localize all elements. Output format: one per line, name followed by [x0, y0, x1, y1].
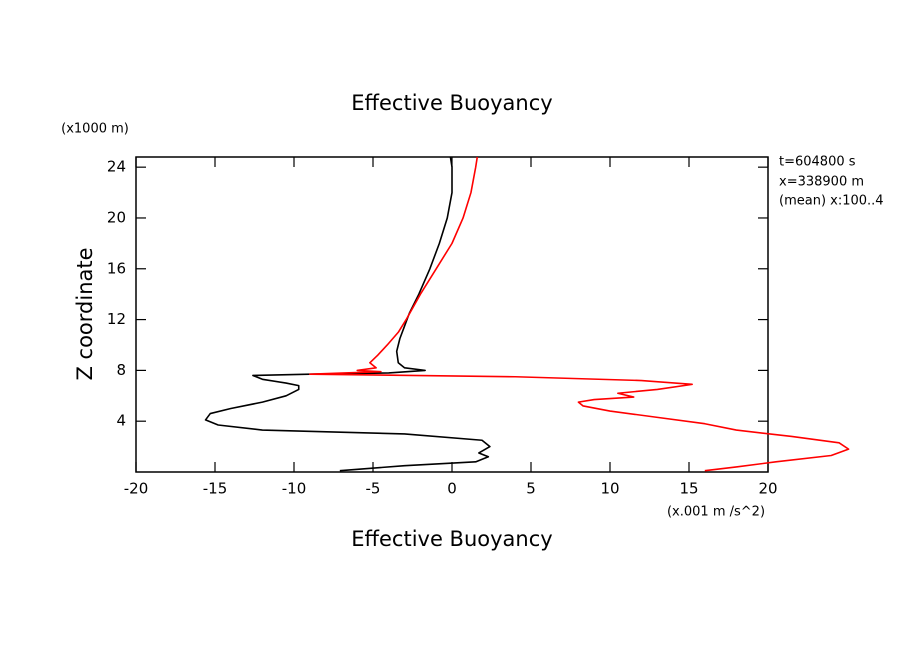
- y-tick-label: 24: [107, 158, 126, 176]
- x-tick-label: 10: [600, 480, 619, 498]
- x-tick-label: 5: [526, 480, 536, 498]
- x-units: (x.001 m /s^2): [667, 505, 765, 520]
- x-tick-label: 15: [679, 480, 698, 498]
- annotation: x=338900 m: [779, 175, 864, 190]
- y-tick-label: 20: [107, 208, 126, 226]
- x-tick-label: 0: [447, 480, 457, 498]
- chart-title: Effective Buoyancy: [351, 91, 552, 115]
- y-tick-label: 4: [116, 412, 126, 430]
- x-tick-label: -20: [124, 480, 149, 498]
- annotation: t=604800 s: [779, 155, 856, 170]
- y-units: (x1000 m): [61, 122, 129, 137]
- annotation: (mean) x:100..4: [779, 194, 884, 209]
- x-tick-label: 20: [758, 480, 777, 498]
- x-tick-label: -5: [366, 480, 381, 498]
- y-tick-label: 8: [116, 361, 126, 379]
- x-tick-label: -15: [203, 480, 228, 498]
- y-tick-label: 12: [107, 310, 126, 328]
- y-tick-label: 16: [107, 259, 126, 277]
- x-axis-label: Effective Buoyancy: [351, 527, 552, 551]
- profile-line: [309, 156, 850, 472]
- profile-line: [204, 156, 491, 472]
- x-tick-label: -10: [282, 480, 307, 498]
- y-axis-label: Z coordinate: [73, 247, 97, 380]
